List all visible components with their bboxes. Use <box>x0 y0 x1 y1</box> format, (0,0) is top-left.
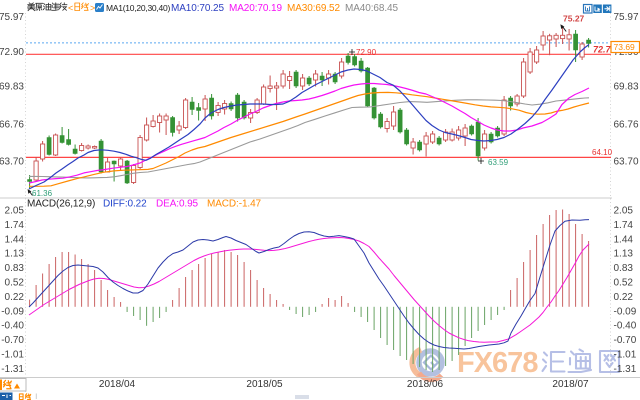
svg-text:0.52: 0.52 <box>5 278 25 289</box>
svg-text:63.70: 63.70 <box>0 157 24 168</box>
svg-text:64.10: 64.10 <box>592 148 613 157</box>
svg-text:-1.31: -1.31 <box>1 364 24 375</box>
svg-text:-0.09: -0.09 <box>614 306 637 317</box>
svg-text:1.74: 1.74 <box>5 220 25 231</box>
svg-text:-1.01: -1.01 <box>614 350 637 361</box>
svg-text:MA10:70.25: MA10:70.25 <box>171 3 224 14</box>
svg-text:0.22: 0.22 <box>5 292 25 303</box>
svg-text:1.13: 1.13 <box>614 249 634 260</box>
svg-text:<: < <box>68 3 73 13</box>
svg-text:75.97: 75.97 <box>0 12 24 23</box>
svg-text:75.97: 75.97 <box>614 12 639 23</box>
svg-text:2018/06: 2018/06 <box>407 379 444 390</box>
svg-text:MACD:-1.47: MACD:-1.47 <box>207 199 262 210</box>
svg-text:2.05: 2.05 <box>614 206 634 217</box>
svg-text:-0.40: -0.40 <box>614 321 637 332</box>
svg-text:-0.40: -0.40 <box>1 321 24 332</box>
svg-text:0.83: 0.83 <box>5 263 25 274</box>
svg-text:MACD(26,12,9): MACD(26,12,9) <box>27 199 95 210</box>
svg-text:-0.70: -0.70 <box>614 335 637 346</box>
svg-text:DEA:0.95: DEA:0.95 <box>156 199 199 210</box>
svg-text:61.36: 61.36 <box>32 189 53 198</box>
svg-text:73.69: 73.69 <box>614 42 636 52</box>
svg-text:63.59: 63.59 <box>488 158 509 167</box>
svg-text:-1.31: -1.31 <box>614 364 637 375</box>
svg-text:-0.09: -0.09 <box>1 306 24 317</box>
svg-text:>: > <box>90 3 95 13</box>
svg-text:0.52: 0.52 <box>614 278 634 289</box>
svg-text:DIFF:0.22: DIFF:0.22 <box>103 199 147 210</box>
svg-text:1.13: 1.13 <box>5 249 25 260</box>
svg-text:MA40:68.45: MA40:68.45 <box>345 3 398 14</box>
svg-text:2.05: 2.05 <box>5 206 25 217</box>
svg-text:1.44: 1.44 <box>614 234 634 245</box>
svg-text:1.74: 1.74 <box>614 220 634 231</box>
svg-text:75.27: 75.27 <box>563 14 585 24</box>
svg-text:0.22: 0.22 <box>614 292 634 303</box>
svg-text:MA30:69.52: MA30:69.52 <box>287 3 340 14</box>
svg-text:2018/04: 2018/04 <box>99 379 136 390</box>
svg-text:72.74: 72.74 <box>593 45 616 55</box>
svg-text:69.83: 69.83 <box>614 82 639 93</box>
svg-text:66.76: 66.76 <box>614 120 639 131</box>
svg-text:2018/07: 2018/07 <box>552 379 589 390</box>
svg-text:MA1(10,20,30,40): MA1(10,20,30,40) <box>106 3 170 13</box>
svg-text:72.90: 72.90 <box>356 48 377 57</box>
svg-text:63.70: 63.70 <box>614 157 639 168</box>
svg-text:-0.70: -0.70 <box>1 335 24 346</box>
svg-text:MA20:70.19: MA20:70.19 <box>229 3 282 14</box>
svg-text:66.76: 66.76 <box>0 120 24 131</box>
svg-text:FX678: FX678 <box>457 347 538 379</box>
svg-text:2018/05: 2018/05 <box>246 379 283 390</box>
svg-text:72.90: 72.90 <box>0 47 24 58</box>
svg-text:0.83: 0.83 <box>614 263 634 274</box>
svg-text:69.83: 69.83 <box>0 82 24 93</box>
svg-text:-1.01: -1.01 <box>1 350 24 361</box>
svg-text:1.44: 1.44 <box>5 234 25 245</box>
